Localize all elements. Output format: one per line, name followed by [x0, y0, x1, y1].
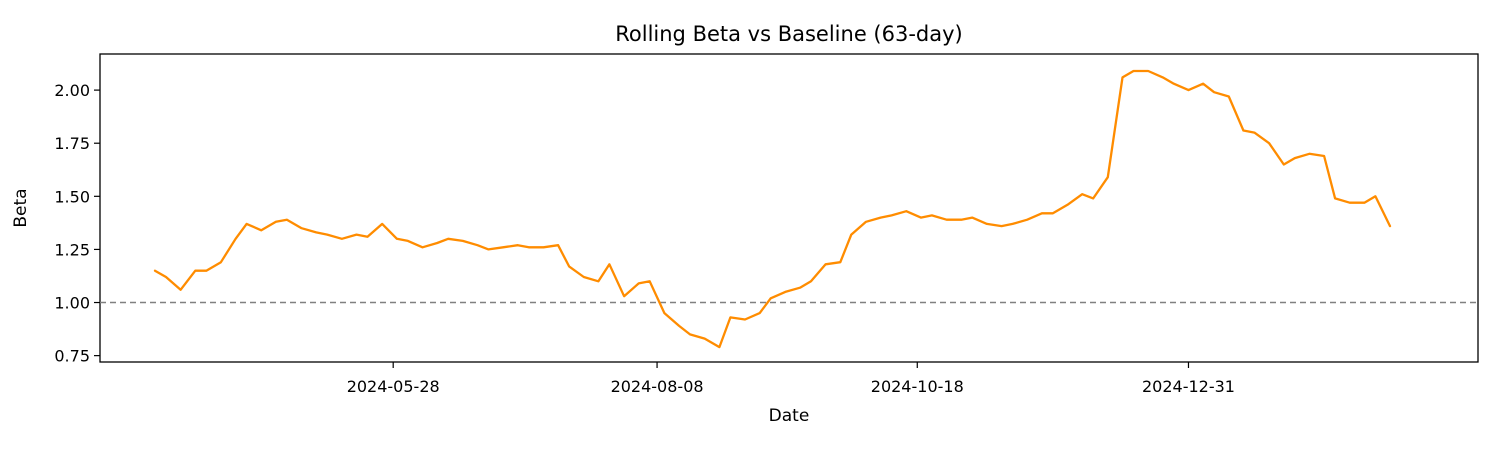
chart-title: Rolling Beta vs Baseline (63-day) [615, 22, 962, 46]
y-tick-label: 2.00 [54, 81, 90, 100]
x-axis-label: Date [769, 406, 810, 426]
x-ticks: 2024-05-28 2024-08-08 2024-10-18 2024-12-31 [347, 362, 1235, 396]
x-tick-label: 2024-05-28 [347, 377, 440, 396]
series-line-0 [153, 69, 1392, 349]
y-tick-label: 1.25 [54, 240, 90, 259]
y-tick-label: 1.75 [54, 134, 90, 153]
y-tick-label: 1.50 [54, 187, 90, 206]
series-layer [153, 69, 1392, 349]
plot-area [99, 53, 1479, 363]
y-axis-label: Beta [11, 188, 31, 227]
y-tick-label: 1.00 [54, 294, 90, 313]
x-tick-label: 2024-10-18 [871, 377, 964, 396]
y-tick-label: 0.75 [54, 347, 90, 366]
plot-frame [99, 53, 1479, 363]
x-tick-label: 2024-08-08 [611, 377, 704, 396]
x-tick-label: 2024-12-31 [1142, 377, 1235, 396]
y-ticks: 0.75 1.00 1.25 1.50 1.75 2.00 [54, 81, 100, 366]
